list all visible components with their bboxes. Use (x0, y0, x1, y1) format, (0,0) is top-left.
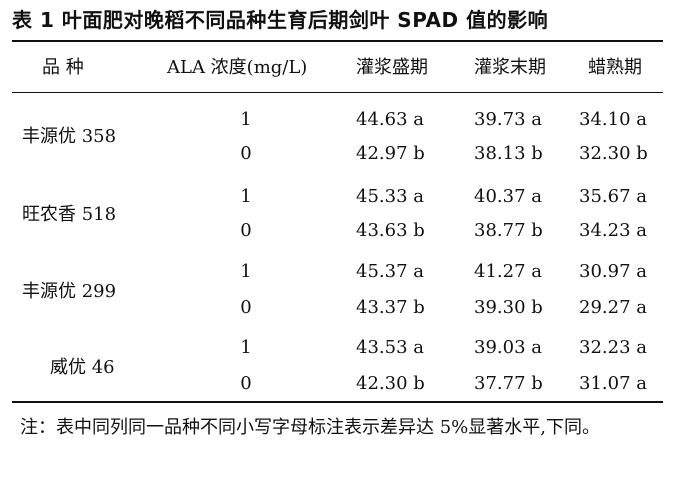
spad-peak-filling: 44.63 a (356, 109, 424, 130)
header-dough-stage: 蜡熟期 (588, 57, 642, 78)
spad-late-filling: 38.13 b (474, 143, 543, 164)
ala-value: 0 (240, 220, 252, 241)
variety-label: 丰源优 358 (22, 126, 117, 147)
spad-dough-stage: 35.67 a (579, 186, 647, 207)
variety-label: 旺农香 518 (22, 204, 117, 225)
table-footnote: 注：表中同列同一品种不同小写字母标注表示差异达 5%显著水平,下同。 (20, 417, 600, 438)
spad-peak-filling: 45.33 a (356, 186, 424, 207)
spad-late-filling: 39.03 a (474, 337, 542, 358)
header-peak-filling: 灌浆盛期 (356, 57, 428, 78)
header-variety: 品 种 (42, 57, 84, 78)
spad-late-filling: 40.37 a (474, 186, 542, 207)
spad-dough-stage: 32.30 b (579, 143, 648, 164)
ala-value: 0 (240, 373, 252, 394)
spad-dough-stage: 34.10 a (579, 109, 647, 130)
spad-dough-stage: 31.07 a (579, 373, 647, 394)
bottom-rule (12, 401, 663, 403)
spad-peak-filling: 42.30 b (356, 373, 425, 394)
spad-dough-stage: 34.23 a (579, 220, 647, 241)
spad-dough-stage: 32.23 a (579, 337, 647, 358)
header-rule (12, 92, 663, 93)
spad-peak-filling: 45.37 a (356, 261, 424, 282)
spad-peak-filling: 43.53 a (356, 337, 424, 358)
spad-peak-filling: 43.37 b (356, 297, 425, 318)
spad-peak-filling: 42.97 b (356, 143, 425, 164)
header-late-filling: 灌浆末期 (474, 57, 546, 78)
ala-value: 1 (240, 337, 252, 358)
ala-value: 1 (240, 261, 252, 282)
table-title: 表 1 叶面肥对晚稻不同品种生育后期剑叶 SPAD 值的影响 (12, 8, 549, 32)
header-ala-concentration: ALA 浓度(mg/L) (167, 57, 308, 78)
spad-peak-filling: 43.63 b (356, 220, 425, 241)
spad-late-filling: 38.77 b (474, 220, 543, 241)
spad-dough-stage: 29.27 a (579, 297, 647, 318)
spad-dough-stage: 30.97 a (579, 261, 647, 282)
spad-late-filling: 37.77 b (474, 373, 543, 394)
ala-value: 1 (240, 109, 252, 130)
variety-label: 丰源优 299 (22, 281, 117, 302)
top-rule (12, 40, 663, 42)
ala-value: 0 (240, 297, 252, 318)
spad-late-filling: 41.27 a (474, 261, 542, 282)
spad-late-filling: 39.30 b (474, 297, 543, 318)
spad-late-filling: 39.73 a (474, 109, 542, 130)
variety-label: 威优 46 (50, 357, 115, 378)
ala-value: 0 (240, 143, 252, 164)
ala-value: 1 (240, 186, 252, 207)
